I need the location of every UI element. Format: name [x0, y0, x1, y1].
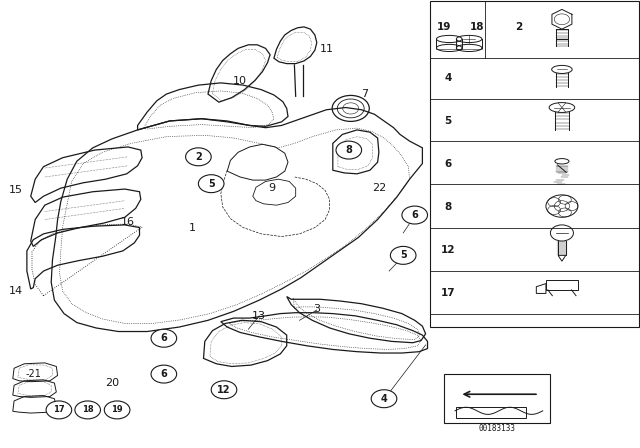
Text: 3: 3 — [314, 304, 320, 314]
Circle shape — [151, 365, 177, 383]
Text: 4: 4 — [381, 394, 387, 404]
Text: 12: 12 — [217, 385, 231, 395]
Circle shape — [151, 329, 177, 347]
Text: 5: 5 — [400, 250, 406, 260]
Text: 6: 6 — [412, 210, 418, 220]
Text: 15: 15 — [9, 185, 23, 195]
Circle shape — [211, 381, 237, 399]
Text: 7: 7 — [361, 89, 369, 99]
Circle shape — [390, 246, 416, 264]
Text: 6: 6 — [161, 333, 167, 343]
Circle shape — [198, 175, 224, 193]
Text: 6: 6 — [161, 369, 167, 379]
Text: 00183133: 00183133 — [478, 424, 515, 433]
Text: 11: 11 — [319, 44, 333, 54]
Bar — [430, 1, 639, 327]
Circle shape — [336, 141, 362, 159]
Text: 6: 6 — [444, 159, 452, 168]
Text: 18: 18 — [470, 22, 484, 32]
Text: 5: 5 — [208, 179, 214, 189]
Bar — [456, 407, 526, 418]
Text: 19: 19 — [436, 22, 451, 32]
Text: 14: 14 — [9, 286, 23, 296]
Text: 2: 2 — [195, 152, 202, 162]
Text: 12: 12 — [441, 245, 455, 254]
Text: 8: 8 — [346, 145, 352, 155]
Text: 2: 2 — [515, 22, 522, 32]
Text: -21: -21 — [26, 369, 42, 379]
Bar — [444, 374, 550, 423]
Circle shape — [75, 401, 100, 419]
Text: 16: 16 — [121, 217, 135, 227]
Circle shape — [402, 206, 428, 224]
Text: 17: 17 — [441, 289, 455, 298]
Circle shape — [371, 390, 397, 408]
Text: 10: 10 — [233, 76, 247, 86]
Text: 22: 22 — [372, 183, 386, 193]
Text: 20: 20 — [105, 378, 119, 388]
Text: 18: 18 — [82, 405, 93, 414]
Circle shape — [46, 401, 72, 419]
Text: 19: 19 — [111, 405, 123, 414]
Text: 13: 13 — [252, 311, 266, 321]
Circle shape — [186, 148, 211, 166]
Text: 5: 5 — [444, 116, 452, 126]
Text: 9: 9 — [268, 183, 276, 193]
Text: 1: 1 — [189, 224, 195, 233]
Circle shape — [104, 401, 130, 419]
Text: 4: 4 — [444, 73, 452, 83]
Text: 17: 17 — [53, 405, 65, 414]
Text: 8: 8 — [444, 202, 452, 212]
